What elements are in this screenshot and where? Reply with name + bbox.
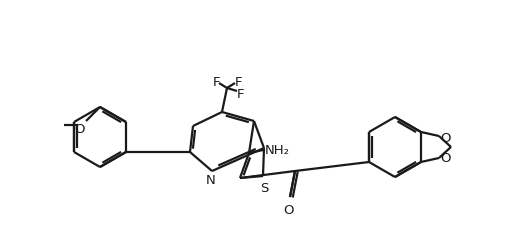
Text: O: O <box>440 151 451 164</box>
Text: F: F <box>237 87 245 100</box>
Text: F: F <box>235 75 243 88</box>
Text: O: O <box>284 203 294 216</box>
Text: S: S <box>260 181 268 194</box>
Text: N: N <box>206 173 216 186</box>
Text: F: F <box>214 75 221 88</box>
Text: O: O <box>440 131 451 144</box>
Text: NH₂: NH₂ <box>265 143 290 156</box>
Text: O: O <box>75 123 85 135</box>
